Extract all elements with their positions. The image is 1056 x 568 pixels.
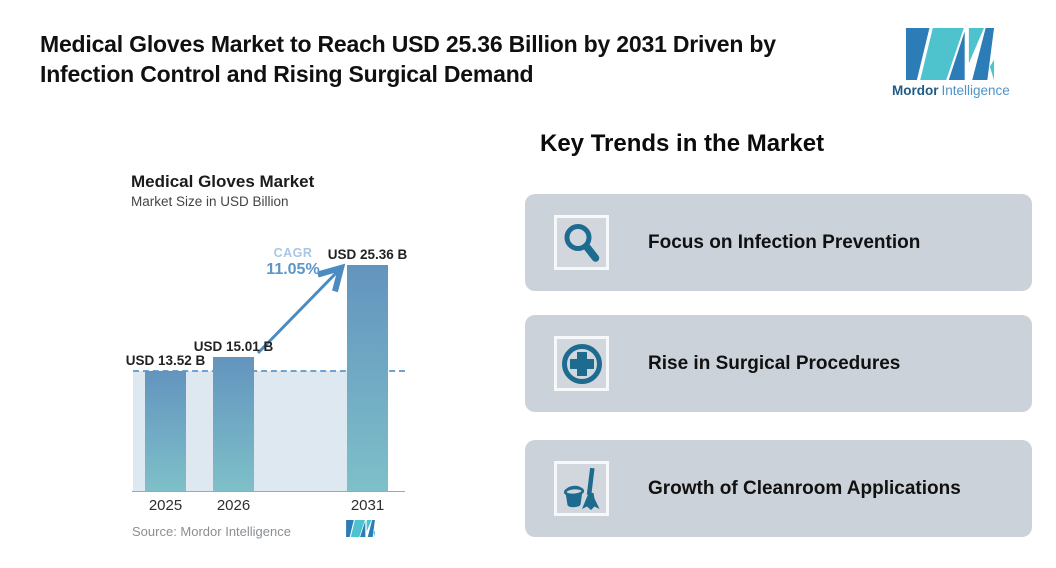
brand-name: Mordor Intelligence bbox=[892, 83, 1010, 98]
trend-icon-box bbox=[554, 215, 609, 270]
x-axis-label: 2025 bbox=[148, 497, 183, 514]
reference-dashed-line bbox=[133, 370, 405, 372]
page-title: Medical Gloves Market to Reach USD 25.36… bbox=[40, 30, 880, 90]
trend-card-surgical-procedures: Rise in Surgical Procedures bbox=[525, 315, 1032, 412]
trend-icon-box bbox=[554, 336, 609, 391]
search-icon bbox=[564, 223, 599, 262]
chart-subtitle: Market Size in USD Billion bbox=[131, 194, 289, 209]
x-axis-label: 2026 bbox=[216, 497, 251, 514]
x-axis-line bbox=[132, 491, 405, 492]
chart-title: Medical Gloves Market bbox=[131, 172, 315, 191]
x-axis-label: 2031 bbox=[350, 497, 385, 514]
trend-card-infection-prevention: Focus on Infection Prevention bbox=[525, 194, 1032, 291]
trend-label: Focus on Infection Prevention bbox=[648, 231, 921, 253]
cagr-annotation: CAGR 11.05% bbox=[238, 246, 348, 279]
mordor-logo-icon bbox=[905, 28, 995, 80]
chart-bar-2031 bbox=[347, 265, 388, 491]
bar-value-label: USD 13.52 B bbox=[125, 353, 206, 368]
brand-name-bold: Mordor bbox=[892, 83, 939, 98]
chart-bar-2026 bbox=[213, 357, 254, 491]
brand-logo: Mordor Intelligence bbox=[892, 28, 1010, 98]
bar-value-label: USD 25.36 B bbox=[327, 247, 408, 262]
trend-label: Growth of Cleanroom Applications bbox=[648, 477, 961, 499]
trend-label: Rise in Surgical Procedures bbox=[648, 352, 901, 374]
trends-heading: Key Trends in the Market bbox=[540, 130, 825, 157]
trend-card-cleanroom-applications: Growth of Cleanroom Applications bbox=[525, 440, 1032, 537]
chart-mini-logo-icon bbox=[346, 520, 375, 537]
bar-value-label: USD 15.01 B bbox=[193, 339, 274, 354]
cagr-value: 11.05% bbox=[266, 261, 320, 278]
chart-source: Source: Mordor Intelligence bbox=[132, 524, 291, 539]
cagr-label: CAGR bbox=[273, 246, 313, 260]
market-size-chart: Medical Gloves Market Market Size in USD… bbox=[110, 160, 455, 560]
cleaning-broom-icon bbox=[563, 467, 599, 510]
medical-cross-icon bbox=[561, 343, 602, 384]
chart-bar-2025 bbox=[145, 371, 186, 491]
trend-icon-box bbox=[554, 461, 609, 516]
brand-name-light: Intelligence bbox=[941, 83, 1010, 98]
page-title-line-1: Medical Gloves Market to Reach USD 25.36… bbox=[40, 31, 776, 57]
page-title-line-2: Infection Control and Rising Surgical De… bbox=[40, 60, 534, 87]
